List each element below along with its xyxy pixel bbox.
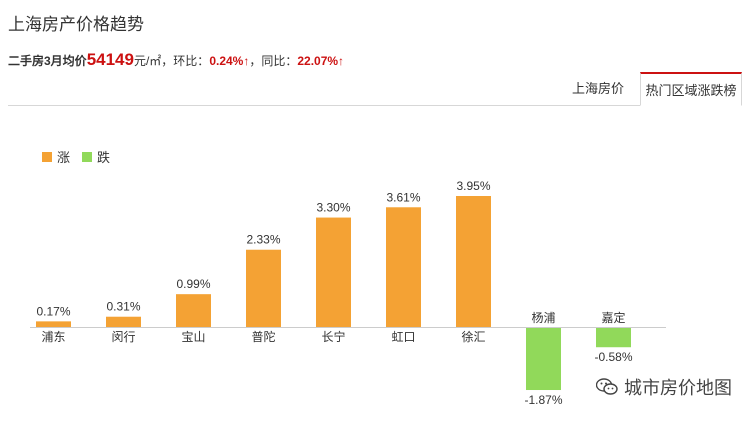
data-label-虹口: 3.61% [386, 190, 420, 204]
data-label-嘉定: -0.58% [594, 350, 632, 364]
summary-unit: 元/㎡，环比： [133, 54, 210, 68]
tick-label-浦东: 浦东 [41, 330, 65, 344]
bar-宝山[interactable] [176, 294, 211, 327]
watermark: 城市房价地图 [595, 374, 732, 400]
bar-虹口[interactable] [386, 207, 421, 327]
data-label-宝山: 0.99% [176, 277, 210, 291]
watermark-text: 城市房价地图 [624, 378, 732, 398]
wechat-icon [595, 378, 618, 396]
chart-legend: 涨 跌 [42, 147, 122, 166]
legend-swatch-rise [42, 151, 52, 162]
legend-swatch-fall [82, 151, 93, 162]
tick-label-宝山: 宝山 [181, 330, 205, 344]
bar-嘉定[interactable] [596, 328, 631, 348]
data-label-普陀: 2.33% [246, 233, 280, 247]
data-label-徐汇: 3.95% [456, 179, 490, 193]
data-label-浦东: 0.17% [36, 304, 70, 318]
tick-label-虹口: 虹口 [391, 330, 415, 344]
bar-闵行[interactable] [106, 316, 141, 327]
data-label-闵行: 0.31% [106, 300, 140, 314]
legend-item-fall[interactable]: 跌 [82, 147, 110, 166]
mom-change: 0.24%↑ [209, 54, 250, 68]
legend-label-fall: 跌 [97, 150, 111, 165]
bar-杨浦[interactable] [526, 328, 561, 391]
yoy-change: 22.07%↑ [297, 54, 345, 68]
tab-hot-district-ranking[interactable]: 热门区域涨跌榜 [640, 72, 742, 106]
summary-prefix: 二手房3月均价 [8, 54, 87, 68]
tick-label-徐汇: 徐汇 [461, 329, 485, 344]
bar-徐汇[interactable] [456, 196, 491, 327]
tab-bar: 上海房价 热门区域涨跌榜 [8, 72, 742, 106]
data-label-杨浦: -1.87% [524, 393, 562, 407]
tick-label-长宁: 长宁 [321, 329, 345, 344]
page-title: 上海房产价格趋势 [8, 15, 144, 34]
average-price: 54149 [86, 50, 134, 69]
tick-label-嘉定: 嘉定 [601, 310, 625, 325]
bar-普陀[interactable] [246, 249, 281, 327]
bar-浦东[interactable] [36, 321, 71, 327]
tick-label-普陀: 普陀 [251, 329, 275, 344]
tick-label-杨浦: 杨浦 [531, 310, 555, 325]
bar-长宁[interactable] [316, 217, 351, 327]
yoy-label: ，同比： [249, 54, 298, 68]
legend-item-rise[interactable]: 涨 [42, 147, 70, 166]
tab-shanghai-price[interactable]: 上海房价 [571, 81, 624, 96]
data-label-长宁: 3.30% [316, 201, 350, 215]
legend-label-rise: 涨 [57, 150, 71, 165]
price-summary: 二手房3月均价54149元/㎡，环比：0.24%↑，同比：22.07%↑ [8, 50, 344, 70]
tick-label-闵行: 闵行 [111, 329, 135, 344]
